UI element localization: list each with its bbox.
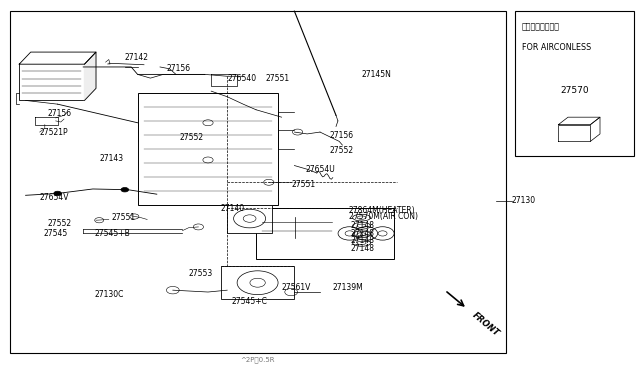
- Text: 27654V: 27654V: [40, 193, 69, 202]
- Text: 27521P: 27521P: [40, 128, 68, 137]
- Text: FRONT: FRONT: [470, 311, 500, 338]
- Polygon shape: [84, 52, 96, 100]
- Text: 27552: 27552: [48, 219, 72, 228]
- Text: 27551: 27551: [291, 180, 316, 189]
- Text: 27552: 27552: [330, 146, 354, 155]
- Bar: [227, 205, 272, 232]
- Circle shape: [121, 187, 129, 192]
- Bar: [10, 11, 506, 353]
- Text: 27551: 27551: [266, 74, 290, 83]
- Text: 27654U: 27654U: [306, 165, 335, 174]
- Bar: [515, 11, 634, 156]
- Text: 27148: 27148: [351, 221, 375, 230]
- Text: 27140: 27140: [221, 204, 245, 213]
- Text: 27551: 27551: [112, 213, 136, 222]
- Polygon shape: [19, 52, 96, 64]
- Text: 27553: 27553: [189, 269, 213, 278]
- Circle shape: [54, 191, 61, 196]
- Bar: [221, 266, 294, 299]
- Text: 27864M(HEATER): 27864M(HEATER): [349, 206, 415, 215]
- Text: 27156: 27156: [48, 109, 72, 118]
- Text: 27570: 27570: [560, 86, 589, 96]
- Text: 27148: 27148: [351, 236, 375, 245]
- Text: 27570M(AIR CON): 27570M(AIR CON): [349, 212, 418, 221]
- Bar: [19, 64, 84, 100]
- Text: 27148: 27148: [351, 244, 375, 253]
- Text: FOR AIRCONLESS: FOR AIRCONLESS: [522, 43, 591, 52]
- Bar: [256, 208, 394, 259]
- Text: 27545+B: 27545+B: [95, 229, 131, 238]
- Text: 27552: 27552: [179, 133, 204, 142]
- Text: 27139M: 27139M: [333, 283, 364, 292]
- Text: 27156: 27156: [330, 131, 354, 140]
- Text: 27561V: 27561V: [282, 283, 311, 292]
- Text: 27545: 27545: [44, 229, 68, 238]
- Text: 276540: 276540: [227, 74, 257, 83]
- Bar: [138, 93, 278, 205]
- Text: 27130C: 27130C: [95, 290, 124, 299]
- Text: 27145N: 27145N: [362, 70, 392, 79]
- Text: 27545+C: 27545+C: [232, 297, 268, 306]
- Text: ^2P＊0.5R: ^2P＊0.5R: [241, 356, 275, 363]
- Text: 27142: 27142: [125, 53, 149, 62]
- Text: 27130: 27130: [512, 196, 536, 205]
- Text: エアコン無し仕様: エアコン無し仕様: [522, 22, 559, 31]
- Text: 27143: 27143: [99, 154, 124, 163]
- Text: 27156: 27156: [166, 64, 191, 73]
- Text: 27148: 27148: [351, 229, 375, 238]
